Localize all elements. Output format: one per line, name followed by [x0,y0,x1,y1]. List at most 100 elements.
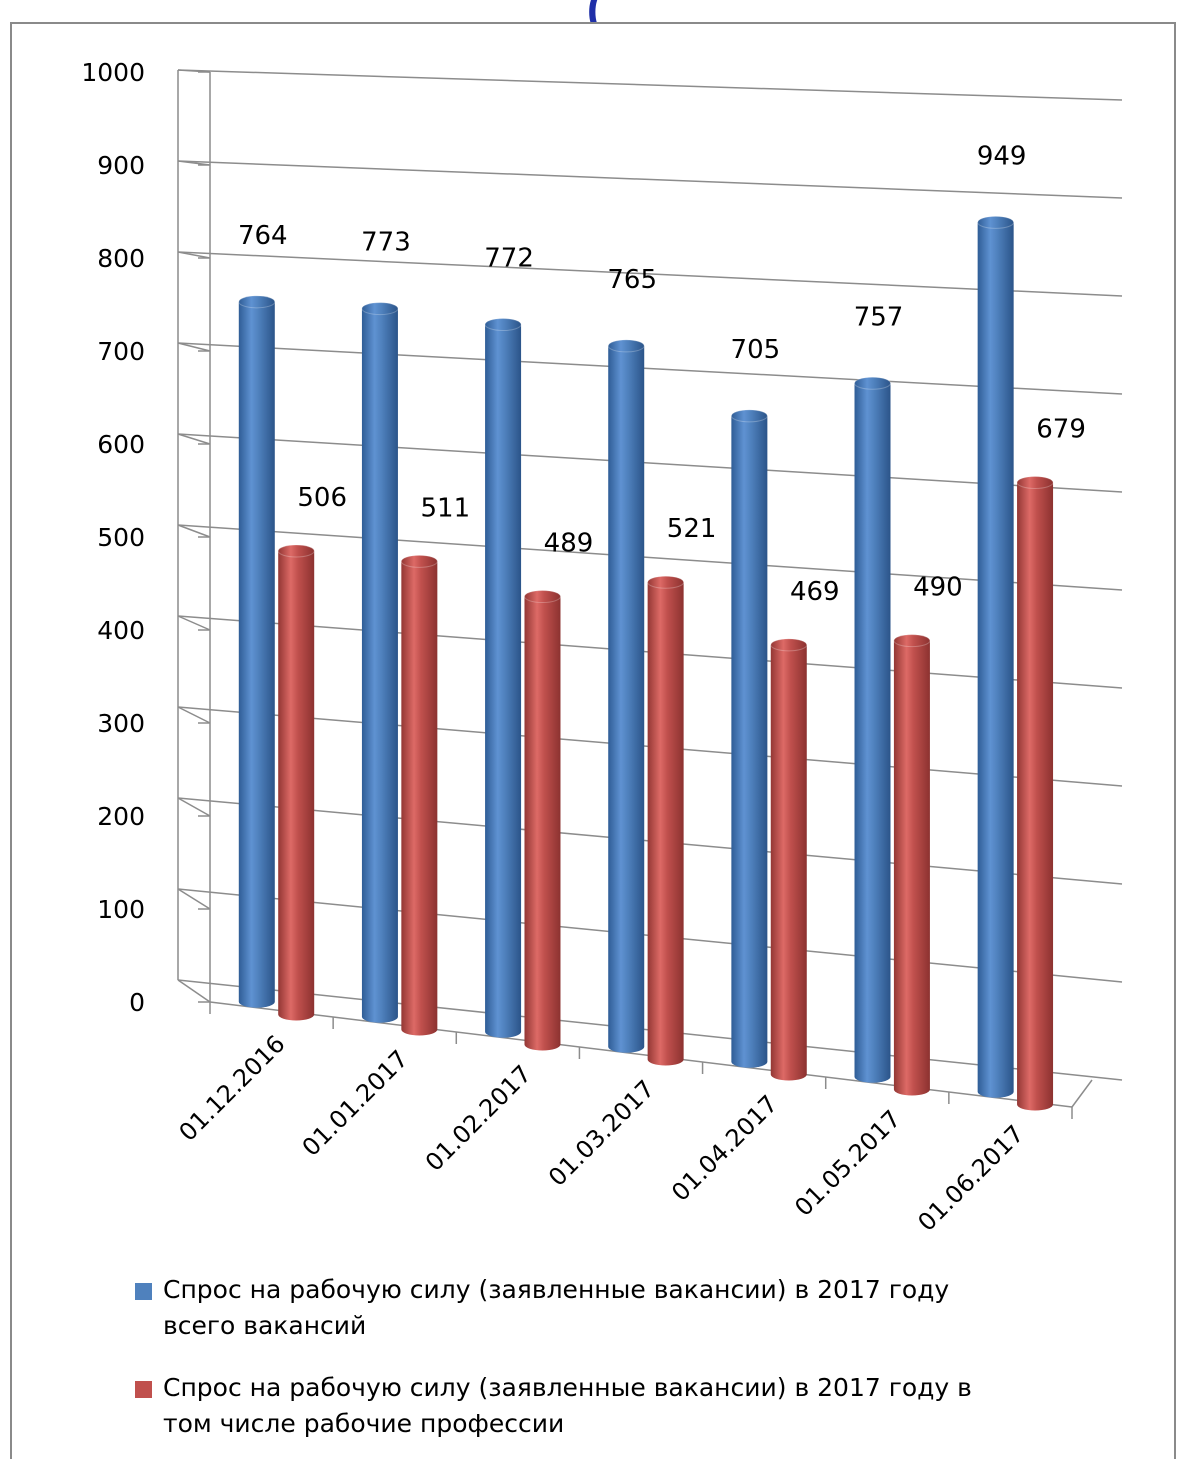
bar-total-0 [238,295,276,1008]
gridline [177,433,211,445]
bar-total-1-top [361,302,399,316]
data-label-total: 765 [607,265,657,295]
bar-total-6-top [977,215,1015,229]
bar-total-6 [977,215,1015,1098]
bar-workers-3-top [647,575,685,589]
floor-side-edge [1071,1079,1093,1108]
legend-label-line: том числе рабочие профессии [163,1409,565,1438]
data-label-workers: 506 [297,483,347,513]
y-tick-label: 1000 [81,58,145,87]
bar-total-5-top [854,376,892,390]
legend-item-total: Спрос на рабочую силу (заявленные ваканс… [135,1272,1125,1344]
x-tick-label: 01.04.2017 [666,1090,783,1207]
bar-workers-5-top [893,634,931,648]
bar-workers-2 [523,590,561,1051]
legend-item-workers: Спрос на рабочую силу (заявленные ваканс… [135,1370,1125,1442]
data-label-workers: 511 [421,493,471,523]
data-label-total: 705 [731,335,781,365]
bar-workers-1-top [400,554,438,568]
bar-workers-4-top [770,638,808,652]
bar-workers-3-body [647,582,684,1066]
data-label-workers: 490 [913,573,963,603]
gridline [177,524,1123,591]
gridline [177,342,1123,395]
gridline [177,979,211,1003]
bar-workers-1-body [401,561,438,1036]
x-tick-label: 01.06.2017 [912,1120,1029,1237]
bar-workers-6 [1016,476,1054,1111]
bar-total-5 [854,376,892,1083]
bar-workers-2-top [523,590,561,604]
gridline [177,615,211,631]
bar-total-4-top [730,409,768,423]
bar-total-1-body [361,308,398,1023]
legend: Спрос на рабочую силу (заявленные ваканс… [135,1272,1125,1468]
bar-total-2-body [485,324,522,1038]
bar-workers-6-top [1016,476,1054,490]
y-tick-label: 800 [97,244,145,273]
gridline [177,160,1123,199]
y-tick-label: 100 [97,895,145,924]
x-tick-label: 01.01.2017 [297,1045,414,1162]
bar-total-5-body [854,383,891,1083]
y-tick-label: 0 [129,988,145,1017]
bar-workers-2-body [524,596,561,1051]
gridline [177,524,211,538]
legend-label-line: Спрос на рабочую силу (заявленные ваканс… [163,1373,972,1402]
legend-swatch-blue [135,1283,152,1300]
gridline [177,69,1123,101]
gridline [177,251,1123,297]
bar-workers-0-top [277,544,315,558]
data-label-total: 757 [854,302,904,332]
y-tick-label: 900 [97,151,145,180]
y-tick-label: 700 [97,337,145,366]
y-tick-label: 500 [97,523,145,552]
bar-workers-5-body [893,640,930,1096]
bar-total-2 [484,318,522,1038]
data-label-workers: 469 [790,577,840,607]
gridline [177,797,211,817]
data-label-total: 949 [977,141,1027,171]
data-label-workers: 679 [1036,415,1086,445]
bar-workers-4 [770,638,808,1081]
bar-workers-1 [400,554,438,1036]
data-label-total: 772 [484,244,534,274]
gridline [177,251,211,259]
x-tick-label: 01.05.2017 [789,1105,906,1222]
bar-workers-5 [893,634,931,1096]
bar-total-3-top [607,339,645,353]
gridline [177,888,211,910]
chart-plot: 0 100 200 300 400 500 600 700 800 900 1000 764 506 01… [81,58,1123,1237]
legend-label-line: всего вакансий [163,1311,367,1340]
bar-total-4 [730,409,768,1068]
data-label-workers: 521 [667,514,717,544]
data-label-total: 764 [238,221,288,251]
y-tick-label: 600 [97,430,145,459]
bar-total-2-top [484,318,522,332]
gridline [177,433,1123,493]
bar-workers-0 [277,544,315,1021]
x-tick-label: 01.02.2017 [420,1060,537,1177]
gridline [177,342,211,352]
bar-total-3-body [608,345,645,1053]
bar-total-6-body [977,222,1014,1098]
bar-workers-3 [647,575,685,1066]
bar-total-1 [361,302,399,1023]
y-tick-label: 300 [97,709,145,738]
data-label-total: 773 [361,228,411,258]
x-tick-label: 01.03.2017 [543,1075,660,1192]
x-tick-label: 01.12.2016 [174,1030,291,1147]
bar-total-3 [607,339,645,1053]
data-label-workers: 489 [544,529,594,559]
bar-total-0-body [238,301,275,1008]
y-tick-label: 400 [97,616,145,645]
bar-total-4-body [731,415,768,1068]
legend-label-line: Спрос на рабочую силу (заявленные ваканс… [163,1275,950,1304]
bar-total-0-top [238,295,276,309]
y-tick-label: 200 [97,802,145,831]
bar-workers-6-body [1017,482,1054,1111]
bars-layer [238,215,1054,1111]
legend-swatch-red [135,1381,152,1398]
bar-workers-4-body [770,644,807,1081]
bar-workers-0-body [278,550,315,1021]
